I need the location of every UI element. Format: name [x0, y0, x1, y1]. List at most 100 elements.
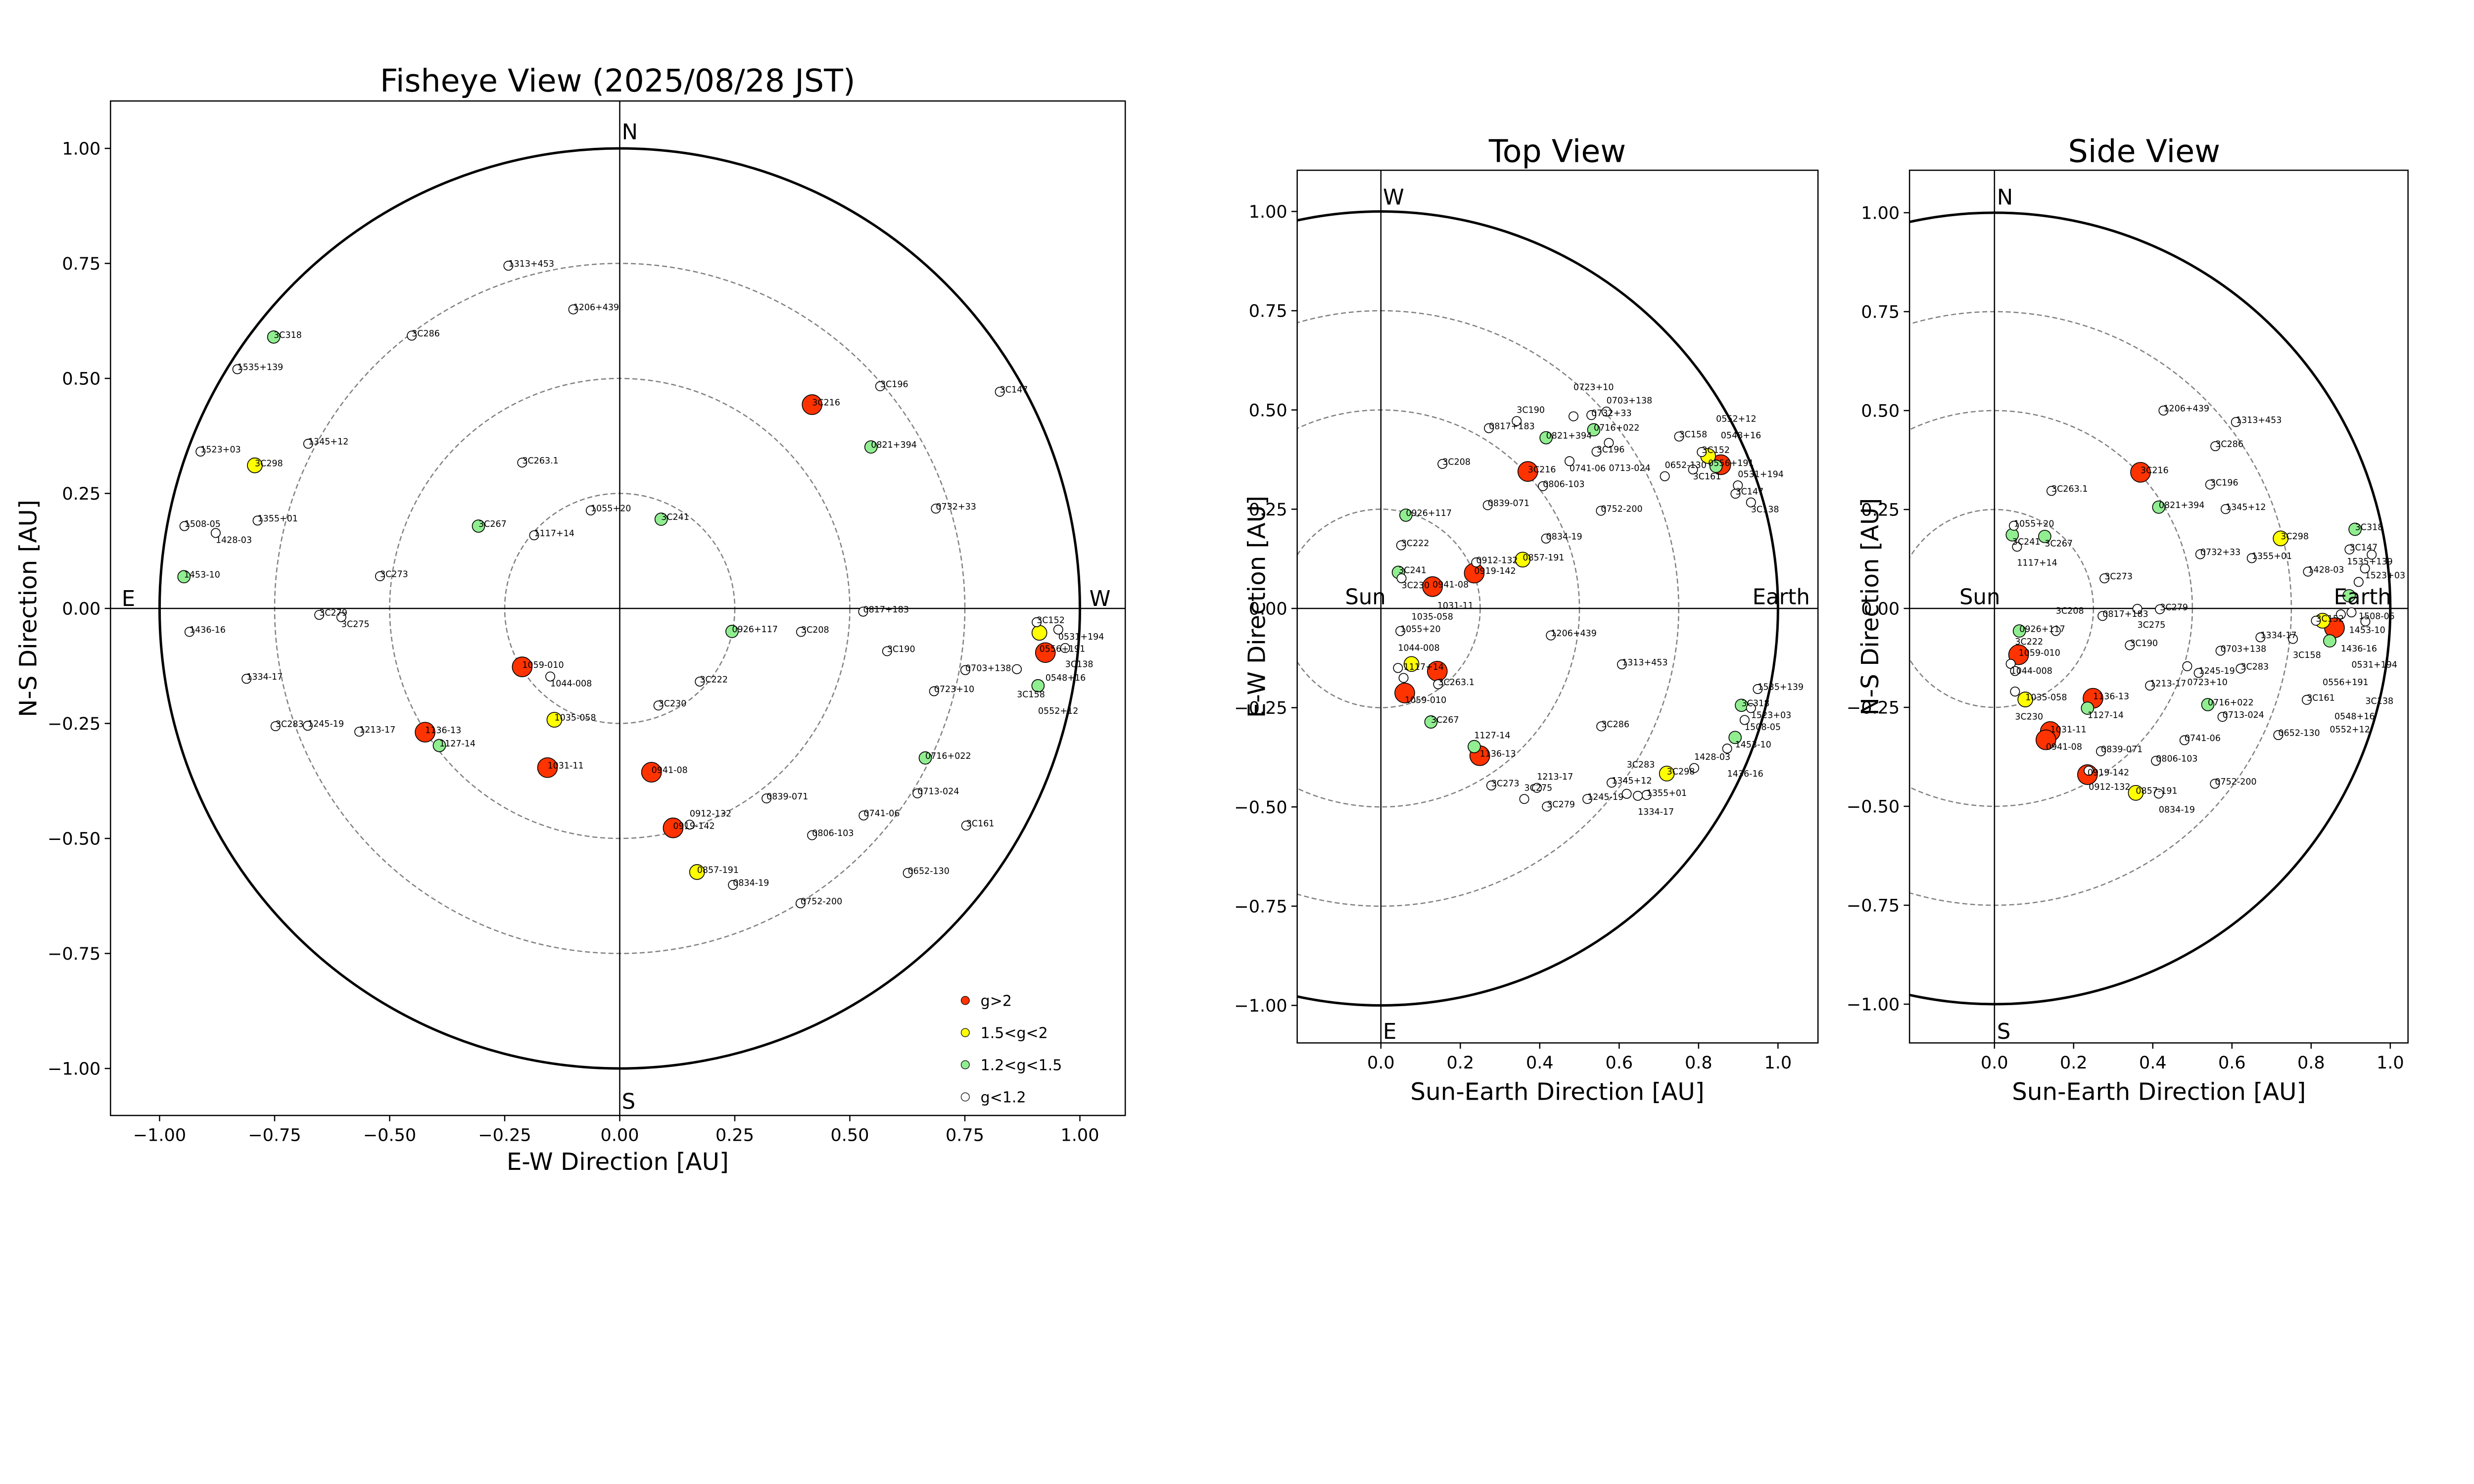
- data-point: [2273, 530, 2289, 547]
- legend-marker-g-lt-1.2: [960, 1092, 970, 1102]
- data-point: [537, 757, 558, 778]
- side-view-panel: Side View 1313+453 1206+439 3C318 3C286 1535…: [1847, 133, 2409, 1106]
- point-label: 1055+20: [2014, 519, 2054, 529]
- fisheye-xlabel: E-W Direction [AU]: [507, 1148, 729, 1176]
- point-label: 1334-17: [1638, 807, 1674, 817]
- point-label: 0857-191: [1522, 553, 1564, 563]
- data-point: [2035, 729, 2056, 750]
- point-label: 0552+12: [2330, 725, 2370, 735]
- point-label: 1436-16: [1727, 769, 1763, 779]
- point-label: 0857-191: [697, 866, 739, 876]
- data-point: [2236, 663, 2246, 674]
- data-point: [2231, 417, 2241, 427]
- data-point: [336, 612, 346, 622]
- fisheye-ylabel: N-S Direction [AU]: [14, 500, 42, 717]
- point-label: 3C283: [1627, 760, 1655, 770]
- data-point: [1617, 659, 1627, 670]
- data-point: [2360, 616, 2371, 627]
- data-point: [684, 820, 695, 830]
- data-point: [195, 446, 206, 457]
- y-tick-label: 0.75: [1861, 303, 1900, 323]
- data-point: [931, 504, 941, 514]
- point-labels: 1313+453 1206+439 3C318 3C286 1535+139 1523+0…: [184, 259, 1104, 907]
- x-tick-label: 0.2: [2060, 1053, 2088, 1073]
- y-tick-label: −0.75: [1847, 896, 1900, 916]
- data-point: [1403, 656, 1420, 672]
- point-label: 3C138: [1065, 659, 1094, 669]
- data-point: [725, 625, 739, 638]
- x-tick-label: 0.4: [2139, 1053, 2167, 1073]
- data-point: [1532, 783, 1542, 793]
- point-label: 0821+394: [871, 440, 917, 450]
- point-label: 0548+16: [2334, 712, 2375, 722]
- data-point: [585, 505, 596, 515]
- data-point: [1739, 715, 1750, 725]
- data-point: [1633, 790, 1643, 801]
- data-point: [2010, 666, 2020, 676]
- point-label: 3C152: [2316, 614, 2344, 624]
- data-point: [1396, 573, 1407, 584]
- point-label: 0703+138: [965, 663, 1011, 673]
- point-label: 0912-132: [2089, 782, 2130, 792]
- data-point: [546, 712, 563, 728]
- data-point: [2367, 550, 2377, 560]
- data-point: [728, 880, 738, 890]
- data-point: [415, 722, 435, 743]
- y-tick-label: −1.00: [1847, 995, 1900, 1015]
- data-point: [2158, 406, 2169, 416]
- data-point: [653, 700, 664, 711]
- point-label: 0926+117: [2019, 624, 2065, 634]
- legend-marker-1.5-g-2: [960, 1028, 970, 1037]
- y-tick-label: −1.00: [1234, 996, 1287, 1016]
- point-label: 0703+138: [2221, 644, 2267, 654]
- point-label: 1535+139: [238, 363, 284, 372]
- data-point: [303, 439, 313, 449]
- point-label: 3C298: [2281, 532, 2309, 542]
- point-label: 1127-14: [2088, 711, 2124, 721]
- point-label: 1206+439: [2163, 404, 2209, 414]
- data-point: [807, 830, 817, 840]
- point-label: 1508-05: [185, 519, 221, 529]
- point-label: 1355+01: [258, 514, 298, 524]
- point-label: 1523+03: [1751, 710, 1791, 720]
- point-label: 1127-14: [439, 739, 476, 749]
- point-label: 0806-103: [812, 829, 854, 838]
- point-label: 0732+33: [2200, 548, 2240, 557]
- y-tick-label: 1.00: [1249, 202, 1287, 222]
- point-label: 3C190: [2130, 639, 2158, 649]
- data-point: [1728, 731, 1742, 744]
- point-label: 1213-17: [2150, 679, 2186, 689]
- data-point: [302, 721, 313, 731]
- data-point: [2012, 624, 2026, 638]
- data-point: [1674, 431, 1684, 442]
- data-point: [1433, 679, 1443, 690]
- point-label: 1355+01: [1647, 788, 1687, 798]
- data-point: [1565, 456, 1575, 466]
- data-point: [1601, 406, 1612, 417]
- point-label: 0531+194: [1738, 470, 1784, 480]
- x-tick-label: −0.25: [478, 1126, 531, 1146]
- point-label: 1136-13: [2093, 692, 2129, 701]
- data-point: [472, 519, 485, 533]
- point-label: 0926+117: [732, 625, 778, 635]
- point-label: 3C196: [1597, 445, 1625, 455]
- legend-label: g>2: [981, 992, 1012, 1010]
- point-label: 1334-17: [246, 672, 283, 682]
- point-label: 0556+191: [1708, 459, 1754, 468]
- point-label: 1245-19: [308, 719, 344, 729]
- point-label: 0741-06: [2185, 734, 2221, 743]
- point-label: 3C190: [1517, 406, 1545, 416]
- point-label: 3C263.1: [2051, 484, 2088, 494]
- x-tick-label: 0.2: [1446, 1053, 1474, 1073]
- point-label: 3C216: [2141, 465, 2169, 475]
- point-label: 3C273: [2104, 572, 2133, 582]
- side-view-xlabel: Sun-Earth Direction [AU]: [2012, 1078, 2306, 1106]
- point-label: 3C196: [880, 379, 908, 389]
- point-label: 0834-19: [1546, 532, 1582, 542]
- plot-content: [110, 101, 1126, 1115]
- x-tick-label: −0.50: [363, 1126, 416, 1146]
- point-label: 0752-200: [1601, 504, 1642, 514]
- data-point: [184, 627, 194, 637]
- legend-label: 1.2<g<1.5: [981, 1057, 1062, 1074]
- legend: g>2 1.5<g<2 1.2<g<1.5 g<1.2: [960, 992, 1062, 1106]
